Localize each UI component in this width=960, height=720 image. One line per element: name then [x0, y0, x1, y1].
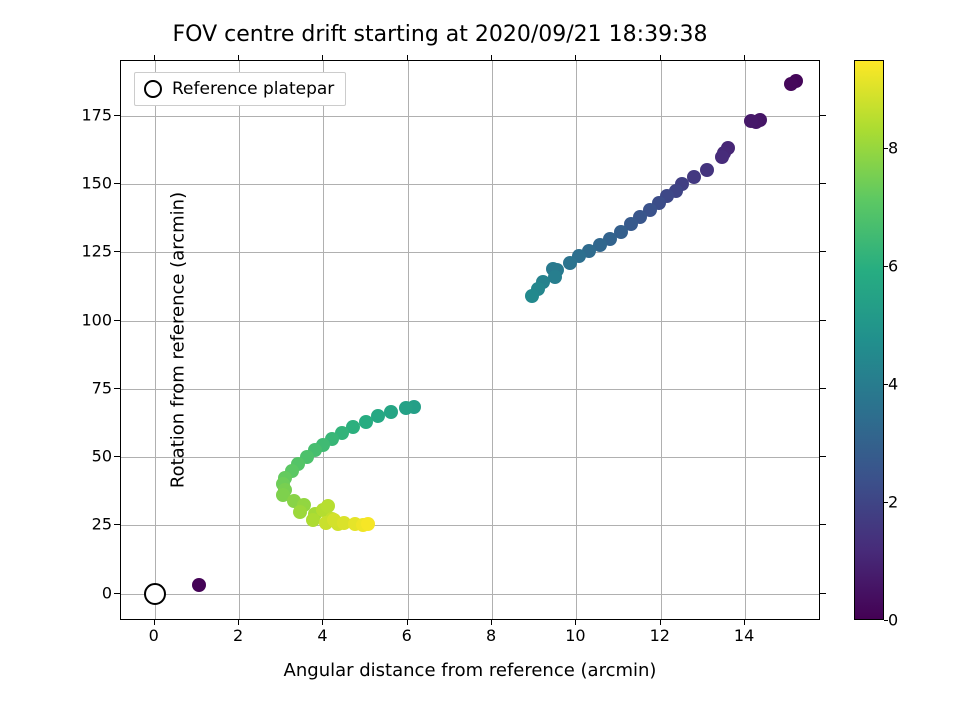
scatter-point [384, 405, 398, 419]
x-axis-label: Angular distance from reference (arcmin) [120, 660, 820, 681]
y-tick-mark [820, 320, 826, 321]
x-tick-mark [154, 55, 155, 61]
colorbar-tick-label: 2 [888, 493, 898, 512]
x-tick-label: 10 [565, 626, 585, 645]
y-tick-label: 175 [81, 105, 112, 124]
y-tick-mark [820, 251, 826, 252]
x-tick-mark [744, 55, 745, 61]
y-tick-mark [820, 524, 826, 525]
grid-line-vertical [661, 61, 662, 619]
grid-line-vertical [155, 61, 156, 619]
grid-line-horizontal [121, 321, 819, 322]
y-tick-label: 150 [81, 173, 112, 192]
y-tick-mark [114, 524, 120, 525]
y-tick-label: 125 [81, 242, 112, 261]
grid-line-vertical [492, 61, 493, 619]
x-tick-mark [322, 619, 323, 625]
colorbar-tick-label: 6 [888, 257, 898, 276]
colorbar-tick-mark [884, 266, 888, 267]
x-tick-mark [660, 55, 661, 61]
legend-marker-icon [144, 80, 162, 98]
y-tick-mark [114, 320, 120, 321]
scatter-point [361, 517, 375, 531]
scatter-point [371, 409, 385, 423]
y-tick-mark [820, 593, 826, 594]
y-tick-mark [820, 388, 826, 389]
colorbar-tick-label: 8 [888, 139, 898, 158]
y-tick-mark [820, 456, 826, 457]
colorbar-tick-label: 0 [888, 611, 898, 630]
grid-line-vertical [745, 61, 746, 619]
scatter-point [399, 401, 413, 415]
grid-line-vertical [408, 61, 409, 619]
scatter-point [784, 77, 798, 91]
colorbar-tick-label: 4 [888, 375, 898, 394]
legend-label: Reference platepar [172, 79, 334, 99]
grid-line-vertical [576, 61, 577, 619]
scatter-point [192, 578, 206, 592]
x-tick-mark [407, 619, 408, 625]
scatter-point [563, 256, 577, 270]
x-tick-mark [491, 619, 492, 625]
chart-title: FOV centre drift starting at 2020/09/21 … [0, 22, 880, 47]
x-tick-label: 2 [233, 626, 243, 645]
y-tick-label: 50 [92, 447, 112, 466]
x-tick-mark [407, 55, 408, 61]
colorbar-tick-mark [884, 620, 888, 621]
x-tick-label: 14 [734, 626, 754, 645]
y-axis-label: Rotation from reference (arcmin) [168, 192, 189, 488]
y-tick-mark [114, 456, 120, 457]
x-tick-label: 6 [402, 626, 412, 645]
colorbar-tick-mark [884, 148, 888, 149]
grid-line-horizontal [121, 389, 819, 390]
x-tick-label: 12 [650, 626, 670, 645]
y-tick-label: 25 [92, 515, 112, 534]
colorbar-tick-mark [884, 502, 888, 503]
scatter-point [359, 415, 373, 429]
y-tick-mark [820, 183, 826, 184]
scatter-point [525, 289, 539, 303]
y-tick-label: 100 [81, 310, 112, 329]
x-tick-label: 4 [317, 626, 327, 645]
x-tick-mark [238, 55, 239, 61]
x-tick-mark [322, 55, 323, 61]
grid-line-horizontal [121, 594, 819, 595]
grid-line-vertical [239, 61, 240, 619]
x-tick-label: 0 [149, 626, 159, 645]
scatter-point [687, 170, 701, 184]
x-tick-mark [744, 619, 745, 625]
reference-marker [144, 583, 166, 605]
chart-axes [120, 60, 820, 620]
x-tick-mark [491, 55, 492, 61]
figure: FOV centre drift starting at 2020/09/21 … [0, 0, 960, 720]
x-tick-label: 8 [486, 626, 496, 645]
grid-line-horizontal [121, 116, 819, 117]
y-tick-label: 75 [92, 378, 112, 397]
y-tick-mark [820, 115, 826, 116]
scatter-point [548, 270, 562, 284]
scatter-point [700, 163, 714, 177]
y-tick-mark [114, 183, 120, 184]
y-tick-mark [114, 251, 120, 252]
colorbar-tick-mark [884, 384, 888, 385]
grid-line-horizontal [121, 252, 819, 253]
colorbar [854, 60, 884, 620]
x-tick-mark [660, 619, 661, 625]
x-tick-mark [154, 619, 155, 625]
grid-line-horizontal [121, 525, 819, 526]
scatter-point [744, 114, 758, 128]
scatter-point [715, 150, 729, 164]
legend: Reference platepar [134, 72, 346, 106]
x-tick-mark [575, 619, 576, 625]
y-tick-mark [114, 388, 120, 389]
grid-line-vertical [323, 61, 324, 619]
x-tick-mark [575, 55, 576, 61]
x-tick-mark [238, 619, 239, 625]
y-tick-mark [114, 593, 120, 594]
y-tick-mark [114, 115, 120, 116]
y-tick-label: 0 [102, 583, 112, 602]
scatter-point [293, 505, 307, 519]
grid-line-horizontal [121, 184, 819, 185]
grid-line-horizontal [121, 457, 819, 458]
